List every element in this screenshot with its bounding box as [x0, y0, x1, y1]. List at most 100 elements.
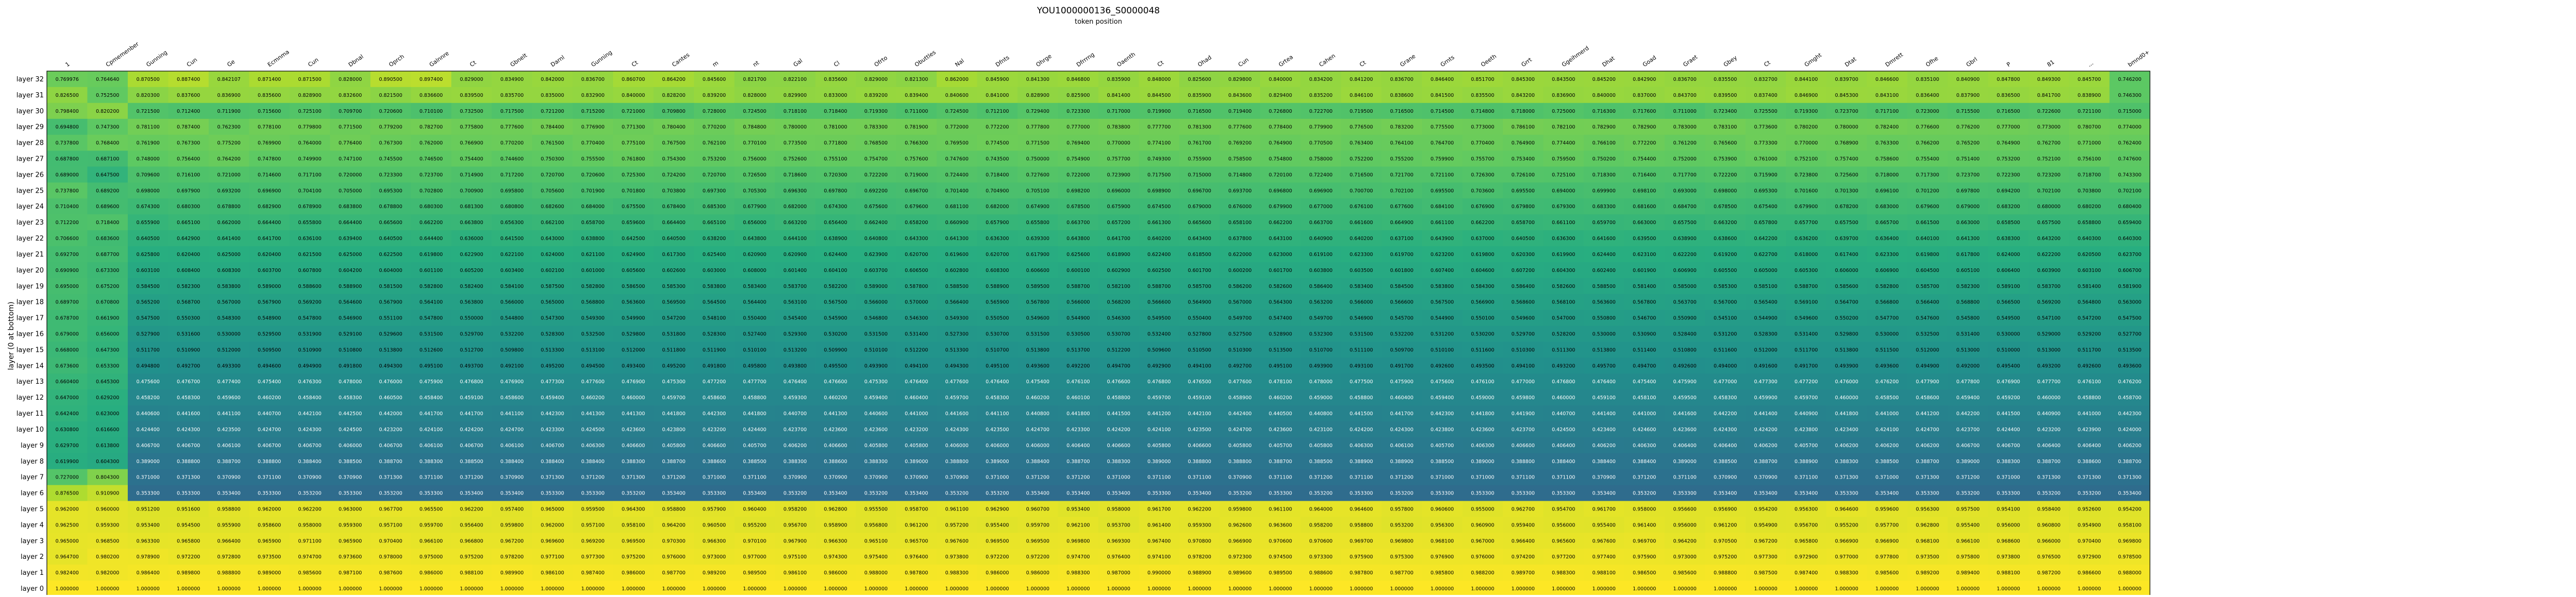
- cell-value-label: 0.424200: [1107, 427, 1130, 433]
- cell-value-label: 0.711000: [905, 109, 928, 114]
- cell-value-label: 0.680200: [2078, 204, 2101, 210]
- cell-value-label: 0.494700: [1107, 363, 1130, 369]
- cell-value-label: 0.371200: [1309, 475, 1332, 481]
- cell-value-label: 0.604500: [1916, 268, 1939, 274]
- cell-value-label: 0.565000: [541, 300, 564, 305]
- cell-value-label: 0.829000: [460, 77, 483, 82]
- cell-value-label: 0.835900: [1188, 93, 1211, 98]
- cell-value-label: 0.689600: [96, 204, 119, 210]
- heatmap-cell: [532, 166, 573, 183]
- cell-value-label: 1.000000: [986, 586, 1009, 592]
- cell-value-label: 0.773000: [1471, 125, 1494, 130]
- cell-value-label: 0.550000: [460, 316, 483, 321]
- x-tick-label: Ofhe: [1925, 55, 1940, 69]
- heatmap-cell: [2069, 166, 2110, 183]
- cell-value-label: 0.603500: [1350, 268, 1373, 274]
- cell-value-label: 0.424300: [177, 427, 200, 433]
- cell-value-label: 0.510300: [1228, 347, 1251, 353]
- cell-value-label: 0.530000: [1875, 332, 1899, 337]
- heatmap-cell: [1988, 150, 2029, 167]
- cell-value-label: 0.587800: [905, 284, 928, 289]
- cell-value-label: 0.406700: [541, 443, 564, 449]
- cell-value-label: 0.532300: [1309, 332, 1332, 337]
- cell-value-label: 0.962500: [56, 522, 79, 528]
- cell-value-label: 0.953400: [137, 522, 160, 528]
- heatmap-cell: [694, 182, 735, 199]
- cell-value-label: 0.665600: [1188, 220, 1211, 226]
- heatmap-cell: [1139, 150, 1180, 167]
- x-tick-label: Cun: [307, 56, 320, 68]
- cell-value-label: 0.689700: [56, 300, 79, 305]
- cell-value-label: 0.714600: [258, 172, 281, 178]
- cell-value-label: 0.989200: [703, 570, 726, 576]
- cell-value-label: 0.657500: [1835, 220, 1858, 226]
- cell-value-label: 0.773600: [1754, 125, 1777, 130]
- cell-value-label: 0.828000: [743, 93, 766, 98]
- cell-value-label: 0.424000: [2118, 427, 2141, 433]
- heatmap-cell: [572, 182, 614, 199]
- heatmap-cell: [1260, 134, 1301, 151]
- heatmap-cell: [168, 118, 209, 135]
- heatmap-cell: [249, 118, 290, 135]
- cell-value-label: 0.583800: [703, 284, 726, 289]
- heatmap-cell: [1422, 134, 1463, 151]
- cell-value-label: 0.967900: [784, 538, 807, 544]
- cell-value-label: 0.752000: [1673, 157, 1697, 162]
- cell-value-label: 0.670800: [96, 300, 119, 305]
- heatmap-cell: [653, 103, 694, 120]
- cell-value-label: 0.406300: [1471, 443, 1494, 449]
- cell-value-label: 0.766100: [1592, 141, 1616, 146]
- cell-value-label: 0.718600: [784, 172, 807, 178]
- cell-value-label: 0.495800: [743, 363, 766, 369]
- heatmap-cell: [2028, 134, 2070, 151]
- cell-value-label: 0.550900: [1673, 316, 1697, 321]
- cell-value-label: 0.829000: [865, 77, 888, 82]
- heatmap-cell: [1745, 71, 1787, 88]
- heatmap-cell: [937, 71, 978, 88]
- cell-value-label: 0.717500: [500, 109, 523, 114]
- cell-value-label: 0.547500: [137, 316, 160, 321]
- cell-value-label: 0.959600: [1875, 507, 1899, 513]
- cell-value-label: 0.987600: [379, 570, 402, 576]
- heatmap-cell: [775, 166, 816, 183]
- cell-value-label: 0.602900: [1107, 268, 1130, 274]
- cell-value-label: 0.510100: [865, 347, 888, 353]
- cell-value-label: 0.719300: [865, 109, 888, 114]
- cell-value-label: 0.493800: [784, 363, 807, 369]
- cell-value-label: 0.958000: [1107, 507, 1130, 513]
- cell-value-label: 0.727000: [56, 475, 79, 481]
- cell-value-label: 0.566600: [1390, 300, 1413, 305]
- cell-value-label: 0.987800: [905, 570, 928, 576]
- cell-value-label: 0.442400: [1228, 411, 1251, 417]
- cell-value-label: 0.588500: [1592, 284, 1616, 289]
- cell-value-label: 0.510100: [1431, 347, 1454, 353]
- cell-value-label: 0.567500: [1431, 300, 1454, 305]
- cell-value-label: 0.509900: [824, 347, 847, 353]
- heatmap-cell: [694, 166, 735, 183]
- cell-value-label: 0.678800: [379, 204, 402, 210]
- heatmap-cell: [168, 71, 209, 88]
- cell-value-label: 0.353400: [460, 491, 483, 497]
- heatmap-cell: [1139, 103, 1180, 120]
- heatmap-cell: [1947, 134, 1989, 151]
- heatmap-cell: [1665, 71, 1706, 88]
- cell-value-label: 0.494100: [905, 363, 928, 369]
- heatmap-cell: [1786, 150, 1827, 167]
- cell-value-label: 0.839200: [865, 93, 888, 98]
- cell-value-label: 0.441600: [945, 411, 969, 417]
- cell-value-label: 0.458800: [1107, 395, 1130, 401]
- cell-value-label: 0.441700: [1390, 411, 1413, 417]
- cell-value-label: 0.458100: [1633, 395, 1656, 401]
- cell-value-label: 0.663800: [460, 220, 483, 226]
- heatmap-cell: [1058, 71, 1099, 88]
- cell-value-label: 0.957100: [379, 522, 402, 528]
- cell-value-label: 0.988300: [945, 570, 969, 576]
- cell-value-label: 0.703600: [1471, 188, 1494, 194]
- cell-value-label: 0.723800: [1794, 172, 1818, 178]
- heatmap-cell: [1947, 71, 1989, 88]
- cell-value-label: 0.353300: [1552, 491, 1575, 497]
- cell-value-label: 0.770400: [581, 141, 604, 146]
- cell-value-label: 0.755700: [1471, 157, 1494, 162]
- heatmap-cell: [451, 166, 493, 183]
- heatmap-cell: [2028, 103, 2070, 120]
